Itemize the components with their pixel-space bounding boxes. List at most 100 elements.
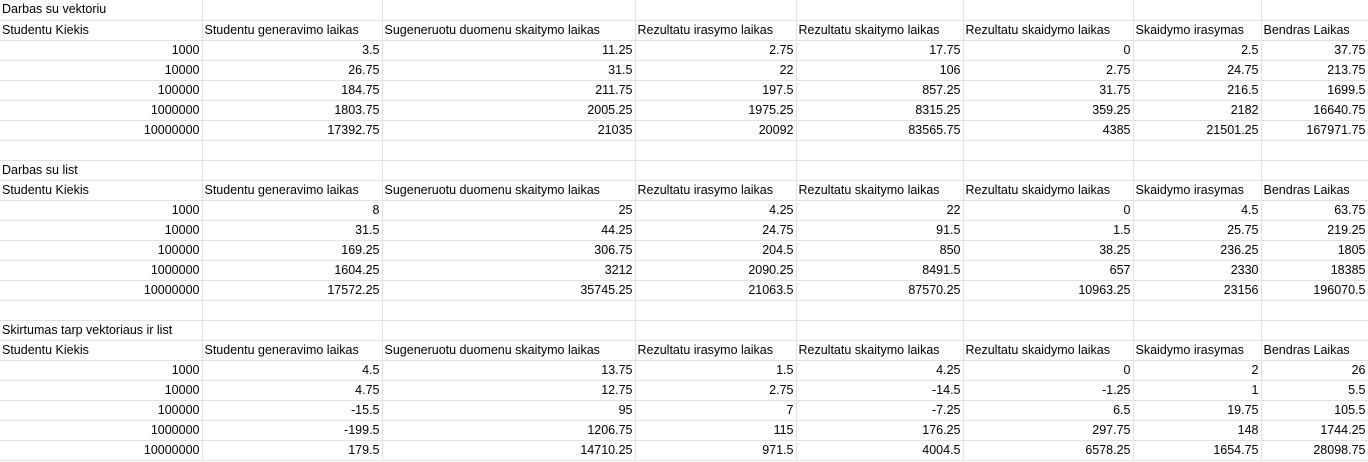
header-cell[interactable]: Skaidymo irasymas <box>1133 340 1262 361</box>
value-cell[interactable]: 0 <box>963 200 1134 221</box>
value-cell[interactable]: 8491.5 <box>796 260 964 281</box>
value-cell[interactable]: 297.75 <box>963 420 1134 441</box>
empty-cell[interactable] <box>963 160 1134 181</box>
value-cell[interactable]: 105.5 <box>1261 400 1368 421</box>
value-cell[interactable]: 4.25 <box>796 360 964 381</box>
value-cell[interactable]: 17392.75 <box>202 120 383 141</box>
empty-cell[interactable] <box>1133 300 1262 321</box>
value-cell[interactable]: 4.5 <box>1133 200 1262 221</box>
value-cell[interactable]: 18385 <box>1261 260 1368 281</box>
value-cell[interactable]: 4385 <box>963 120 1134 141</box>
empty-cell[interactable] <box>382 320 636 341</box>
value-cell[interactable]: 179.5 <box>202 440 383 461</box>
value-cell[interactable]: 95 <box>382 400 636 421</box>
empty-cell[interactable] <box>796 0 964 21</box>
value-cell[interactable]: 10963.25 <box>963 280 1134 301</box>
empty-cell[interactable] <box>1261 140 1368 161</box>
header-cell[interactable]: Rezultatu irasymo laikas <box>635 180 797 201</box>
empty-cell[interactable] <box>202 300 383 321</box>
value-cell[interactable]: 23156 <box>1133 280 1262 301</box>
row-key-cell[interactable]: 10000000 <box>0 120 203 141</box>
header-cell[interactable]: Skaidymo irasymas <box>1133 180 1262 201</box>
value-cell[interactable]: 87570.25 <box>796 280 964 301</box>
value-cell[interactable]: 24.75 <box>635 220 797 241</box>
value-cell[interactable]: 2.75 <box>635 40 797 61</box>
value-cell[interactable]: 236.25 <box>1133 240 1262 261</box>
value-cell[interactable]: 115 <box>635 420 797 441</box>
empty-cell[interactable] <box>1261 0 1368 21</box>
value-cell[interactable]: 26.75 <box>202 60 383 81</box>
value-cell[interactable]: 83565.75 <box>796 120 964 141</box>
row-key-cell[interactable]: 1000 <box>0 40 203 61</box>
empty-cell[interactable] <box>796 300 964 321</box>
empty-cell[interactable] <box>796 140 964 161</box>
value-cell[interactable]: 657 <box>963 260 1134 281</box>
empty-cell[interactable] <box>1261 300 1368 321</box>
value-cell[interactable]: 4.75 <box>202 380 383 401</box>
value-cell[interactable]: -7.25 <box>796 400 964 421</box>
section-title-cell[interactable]: Darbas su list <box>0 160 203 181</box>
value-cell[interactable]: 44.25 <box>382 220 636 241</box>
value-cell[interactable]: 1.5 <box>635 360 797 381</box>
value-cell[interactable]: 31.5 <box>202 220 383 241</box>
header-cell[interactable]: Skaidymo irasymas <box>1133 20 1262 41</box>
value-cell[interactable]: 8 <box>202 200 383 221</box>
value-cell[interactable]: 211.75 <box>382 80 636 101</box>
value-cell[interactable]: 35745.25 <box>382 280 636 301</box>
value-cell[interactable]: 2182 <box>1133 100 1262 121</box>
value-cell[interactable]: 11.25 <box>382 40 636 61</box>
value-cell[interactable]: 16640.75 <box>1261 100 1368 121</box>
value-cell[interactable]: 1805 <box>1261 240 1368 261</box>
empty-cell[interactable] <box>202 160 383 181</box>
value-cell[interactable]: 1803.75 <box>202 100 383 121</box>
empty-cell[interactable] <box>963 140 1134 161</box>
header-cell[interactable]: Rezultatu irasymo laikas <box>635 20 797 41</box>
value-cell[interactable]: 1206.75 <box>382 420 636 441</box>
value-cell[interactable]: 857.25 <box>796 80 964 101</box>
header-cell[interactable]: Rezultatu skaitymo laikas <box>796 340 964 361</box>
value-cell[interactable]: -14.5 <box>796 380 964 401</box>
empty-cell[interactable] <box>796 320 964 341</box>
header-cell[interactable]: Rezultatu skaidymo laikas <box>963 180 1134 201</box>
value-cell[interactable]: 359.25 <box>963 100 1134 121</box>
value-cell[interactable]: 1744.25 <box>1261 420 1368 441</box>
row-key-cell[interactable]: 10000 <box>0 60 203 81</box>
empty-cell[interactable] <box>202 320 383 341</box>
value-cell[interactable]: 91.5 <box>796 220 964 241</box>
section-title-cell[interactable]: Darbas su vektoriu <box>0 0 203 21</box>
header-cell[interactable]: Rezultatu irasymo laikas <box>635 340 797 361</box>
empty-cell[interactable] <box>635 300 797 321</box>
header-cell[interactable]: Bendras Laikas <box>1261 180 1368 201</box>
empty-cell[interactable] <box>963 320 1134 341</box>
value-cell[interactable]: 38.25 <box>963 240 1134 261</box>
header-cell[interactable]: Sugeneruotu duomenu skaitymo laikas <box>382 180 636 201</box>
value-cell[interactable]: 6578.25 <box>963 440 1134 461</box>
value-cell[interactable]: 31.75 <box>963 80 1134 101</box>
header-cell[interactable]: Rezultatu skaidymo laikas <box>963 20 1134 41</box>
empty-cell[interactable] <box>382 300 636 321</box>
value-cell[interactable]: 21063.5 <box>635 280 797 301</box>
empty-cell[interactable] <box>635 140 797 161</box>
header-cell[interactable]: Bendras Laikas <box>1261 340 1368 361</box>
empty-cell[interactable] <box>1261 320 1368 341</box>
row-key-cell[interactable]: 1000000 <box>0 420 203 441</box>
value-cell[interactable]: 1654.75 <box>1133 440 1262 461</box>
value-cell[interactable]: 19.75 <box>1133 400 1262 421</box>
value-cell[interactable]: 12.75 <box>382 380 636 401</box>
value-cell[interactable]: 6.5 <box>963 400 1134 421</box>
value-cell[interactable]: 28098.75 <box>1261 440 1368 461</box>
empty-cell[interactable] <box>1133 0 1262 21</box>
value-cell[interactable]: 21501.25 <box>1133 120 1262 141</box>
value-cell[interactable]: 17.75 <box>796 40 964 61</box>
value-cell[interactable]: 971.5 <box>635 440 797 461</box>
value-cell[interactable]: 31.5 <box>382 60 636 81</box>
value-cell[interactable]: 7 <box>635 400 797 421</box>
value-cell[interactable]: 21035 <box>382 120 636 141</box>
value-cell[interactable]: 17572.25 <box>202 280 383 301</box>
value-cell[interactable]: 14710.25 <box>382 440 636 461</box>
value-cell[interactable]: 2.5 <box>1133 40 1262 61</box>
row-key-cell[interactable]: 10000000 <box>0 280 203 301</box>
value-cell[interactable]: 106 <box>796 60 964 81</box>
value-cell[interactable]: 2005.25 <box>382 100 636 121</box>
value-cell[interactable]: -199.5 <box>202 420 383 441</box>
